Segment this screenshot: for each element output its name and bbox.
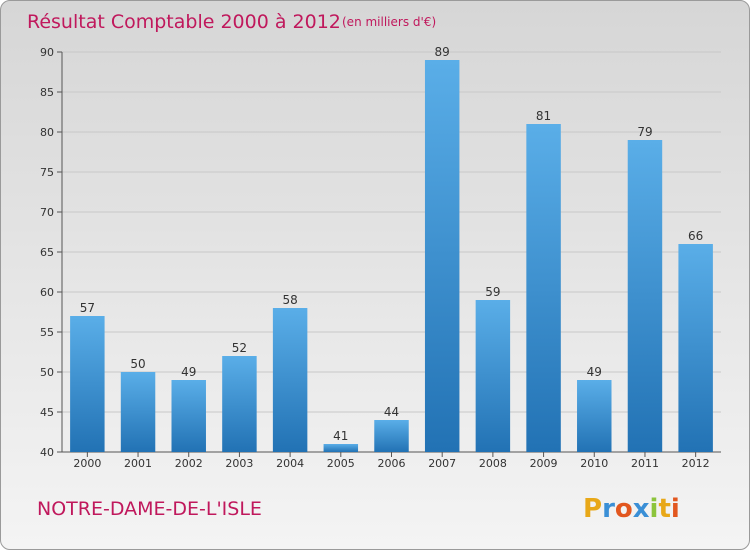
data-label: 52 [232,341,247,355]
y-tick-label: 85 [40,86,54,99]
bar [627,140,663,452]
bar [222,356,257,452]
bar [475,300,511,452]
x-tick-label: 2009 [530,457,558,470]
brand-letter: o [615,494,633,524]
gridlines [62,51,721,453]
brand-letter: r [602,494,615,524]
y-tick-label: 55 [40,326,54,339]
y-tick-label: 40 [40,446,54,459]
labels: 2000 57 2001 50 2002 49 2003 52 2004 58 2005 41 2006… [73,45,709,470]
bar [577,380,612,452]
bar [374,420,409,452]
x-tick-label: 2006 [378,457,406,470]
bar [424,60,460,452]
town-name: NOTRE-DAME-DE-L'ISLE [37,498,262,520]
data-label: 79 [637,125,652,139]
data-label: 49 [587,365,602,379]
y-tick-label: 75 [40,166,54,179]
brand-letter: i [650,494,659,524]
x-tick-label: 2008 [479,457,507,470]
data-label: 41 [333,429,348,443]
y-tick-label: 90 [40,46,54,59]
data-label: 89 [435,45,450,59]
bar [678,244,713,452]
x-tick-label: 2004 [276,457,304,470]
y-tick-label: 65 [40,246,54,259]
x-tick-label: 2011 [631,457,659,470]
bar [70,316,105,452]
data-label: 66 [688,229,703,243]
y-tick-label: 70 [40,206,54,219]
brand-logo: Proxiti [583,494,680,524]
x-tick-label: 2000 [73,457,101,470]
x-tick-label: 2010 [580,457,608,470]
data-label: 59 [485,285,500,299]
brand-letter: P [583,494,602,524]
data-label: 57 [80,301,95,315]
x-tick-label: 2001 [124,457,152,470]
x-tick-label: 2012 [682,457,710,470]
x-tick-label: 2007 [428,457,456,470]
data-label: 58 [282,293,297,307]
bar [526,124,561,452]
data-label: 81 [536,109,551,123]
brand-letter: i [671,494,680,524]
chart-title: Résultat Comptable 2000 à 2012 [27,11,341,33]
y-tick-label: 80 [40,126,54,139]
bars [70,60,713,452]
brand-letter: x [633,494,650,524]
data-label: 44 [384,405,399,419]
bar [120,372,156,452]
y-tick-label: 60 [40,286,54,299]
bar [272,308,308,452]
x-tick-label: 2003 [225,457,253,470]
data-label: 49 [181,365,196,379]
chart-subtitle: (en milliers d'€) [342,15,436,29]
brand-letter: t [658,494,670,524]
bar [171,380,206,452]
bar [323,444,359,452]
x-tick-label: 2005 [327,457,355,470]
y-tick-label: 50 [40,366,54,379]
x-tick-label: 2002 [175,457,203,470]
y-tick-label: 45 [40,406,54,419]
data-label: 50 [130,357,145,371]
